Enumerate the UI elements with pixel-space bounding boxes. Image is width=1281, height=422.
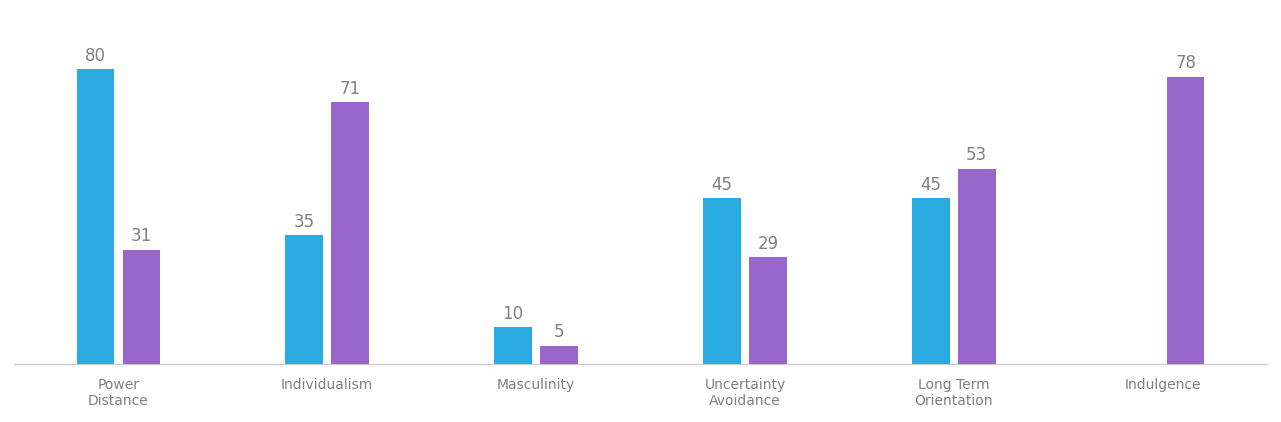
Bar: [1167, 76, 1204, 364]
Text: 45: 45: [920, 176, 942, 194]
Text: 31: 31: [131, 227, 152, 245]
Bar: [912, 198, 949, 364]
Text: 53: 53: [966, 146, 988, 164]
Text: 35: 35: [293, 213, 315, 230]
Text: 29: 29: [757, 235, 779, 253]
Bar: [749, 257, 787, 364]
Bar: [123, 250, 160, 364]
Text: 5: 5: [553, 323, 565, 341]
Bar: [286, 235, 323, 364]
Bar: [703, 198, 740, 364]
Bar: [958, 169, 995, 364]
Bar: [541, 346, 578, 364]
Text: 80: 80: [85, 47, 106, 65]
Text: 10: 10: [502, 305, 524, 323]
Text: 71: 71: [339, 80, 361, 98]
Bar: [332, 103, 369, 364]
Bar: [77, 69, 114, 364]
Text: 78: 78: [1175, 54, 1196, 72]
Bar: [494, 327, 532, 364]
Text: 45: 45: [711, 176, 733, 194]
